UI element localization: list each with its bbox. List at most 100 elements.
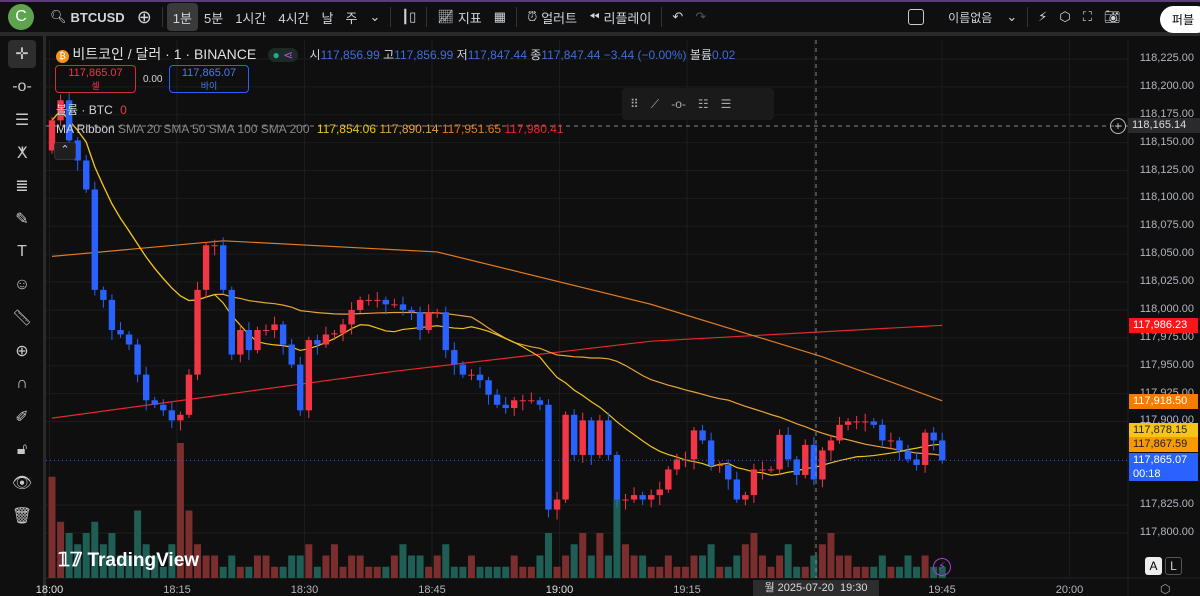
candle-body: [117, 330, 124, 335]
volume-bar: [262, 555, 270, 578]
candle-body: [793, 459, 800, 476]
sma200-line: [51, 324, 943, 419]
delete-tool[interactable]: 🗑︎: [8, 502, 36, 530]
indicators-button[interactable]: 📈︎ 지표: [431, 3, 487, 31]
volume-bar: [236, 566, 244, 578]
text-icon: T: [17, 243, 27, 260]
emoji-tool[interactable]: ☺: [8, 271, 36, 299]
interval-1m[interactable]: 1분: [166, 3, 198, 31]
alert-button[interactable]: ⏰︎ 얼러트: [521, 3, 583, 31]
screenshot-button[interactable]: 📷︎: [1098, 3, 1127, 31]
volume-legend[interactable]: 볼륨 · BTC 0: [56, 101, 127, 118]
fib-tool[interactable]: ≣: [8, 172, 36, 200]
candle-body: [562, 414, 569, 500]
fullscreen-button[interactable]: ⛶: [1077, 3, 1098, 31]
volume-bar: [767, 566, 775, 578]
volume-bar: [553, 566, 561, 578]
sell-button[interactable]: 117,865.07 셀: [55, 65, 136, 93]
symbol-title[interactable]: 비트코인 / 달러 · 1 · BINANCE: [72, 46, 257, 62]
interval-5m[interactable]: 5분: [203, 10, 224, 26]
quick-search-button[interactable]: ⚡︎: [1032, 3, 1053, 31]
publish-button[interactable]: 퍼블: [1159, 6, 1200, 33]
redo-button[interactable]: ↷: [689, 3, 712, 31]
templates-button[interactable]: ▦: [488, 3, 512, 31]
volume-bar: [604, 555, 612, 578]
candle-body: [134, 344, 141, 375]
interval-4h[interactable]: 4시간: [278, 10, 310, 26]
candle-body: [279, 324, 287, 345]
symbol-legend: ₿ 비트코인 / 달러 · 1 · BINANCE ● ⋖ 시117,856.9…: [56, 44, 735, 64]
brush-tool[interactable]: ✎: [8, 205, 36, 233]
low-value: 117,847.44: [467, 48, 527, 62]
auto-scale-button[interactable]: A: [1145, 557, 1162, 575]
axis-settings-icon[interactable]: ⬡: [1160, 582, 1171, 596]
interval-dropdown[interactable]: ⌄: [363, 3, 386, 31]
crosshair-price-add-button[interactable]: +: [1110, 118, 1126, 134]
text-tool[interactable]: T: [8, 238, 36, 266]
candle-body: [887, 440, 895, 442]
buy-button[interactable]: 117,865.07 바이: [169, 65, 249, 93]
candle-body: [228, 289, 235, 355]
zoom-tool[interactable]: ⊕: [8, 337, 36, 365]
search-icon: 🔍︎: [50, 9, 67, 24]
candle-body: [374, 299, 381, 301]
volume-bar: [784, 544, 792, 578]
layout-checkbox[interactable]: [902, 3, 930, 31]
volume-bar: [65, 533, 73, 578]
candle-body: [74, 140, 81, 161]
candle-body: [220, 245, 227, 290]
price-chart[interactable]: [46, 36, 1200, 596]
interval-day[interactable]: 날: [321, 10, 334, 26]
volume-bar: [596, 533, 604, 578]
settings-button[interactable]: ⬡: [1053, 3, 1076, 31]
magnet-tool[interactable]: ∩: [8, 370, 36, 398]
trend-line-icon[interactable]: ⟋: [650, 96, 660, 111]
volume-bar: [82, 533, 90, 578]
tradingview-logo[interactable]: 𝟙𝟟 TradingView: [58, 549, 199, 572]
alert-label: 얼러트: [541, 10, 578, 26]
candle-body: [921, 432, 929, 465]
pattern-tool[interactable]: ⵅ: [8, 139, 36, 167]
profile-avatar[interactable]: C: [8, 4, 34, 30]
ruler-tool[interactable]: 📏︎: [8, 304, 36, 332]
candle-body: [108, 299, 116, 331]
time-tick-label: 18:00: [35, 584, 64, 596]
log-scale-button[interactable]: L: [1165, 557, 1182, 575]
time-tick-label: 20:00: [1055, 584, 1084, 596]
volume-bar: [544, 533, 552, 578]
interval-week[interactable]: 주: [345, 10, 358, 26]
horizontal-ray-icon[interactable]: -o-: [671, 97, 686, 111]
volume-bar: [519, 566, 527, 578]
undo-button[interactable]: ↶: [666, 3, 689, 31]
ma-ribbon-legend[interactable]: MA Ribbon SMA 20 SMA 50 SMA 100 SMA 200 …: [56, 122, 564, 136]
lock-drawing-tool[interactable]: ✐: [8, 403, 36, 431]
crosshair-tool[interactable]: ✛: [8, 40, 36, 68]
interval-1h[interactable]: 1시간: [235, 10, 267, 26]
lightning-alert-button[interactable]: ⚡︎: [933, 558, 951, 576]
add-symbol-button[interactable]: ⊕: [131, 3, 158, 31]
brush-icon: ✎: [15, 211, 29, 228]
volume-bar: [502, 566, 510, 578]
sma200-value: 117,980.41: [504, 122, 564, 136]
collapse-legend-button[interactable]: ⌃: [54, 142, 76, 160]
parallel-channel-icon[interactable]: ☷: [697, 97, 709, 111]
chart-type-button[interactable]: ┃▯: [395, 3, 422, 31]
lock-tool[interactable]: 🔓︎: [8, 436, 36, 464]
price-tick-label: 117,975.00: [1139, 330, 1194, 343]
drag-handle-icon[interactable]: ⠿: [630, 97, 639, 111]
candle-body: [896, 440, 903, 451]
price-badge: 117,865.07 00:18: [1129, 453, 1198, 481]
channel-tool[interactable]: ☰: [8, 106, 36, 134]
regression-icon[interactable]: ☰: [720, 97, 732, 111]
volume-bar: [271, 566, 279, 578]
open-value: 117,856.99: [320, 48, 380, 62]
replay-button[interactable]: ⏪︎ 리플레이: [583, 3, 657, 31]
hide-tool[interactable]: 👁︎: [8, 469, 36, 497]
candle-body: [784, 434, 792, 460]
layout-name-dropdown[interactable]: 이름없음 ⌄: [942, 3, 1023, 31]
volume-bar: [159, 566, 167, 578]
symbol-search[interactable]: 🔍︎ BTCUSD: [44, 3, 131, 31]
candle-body: [810, 444, 818, 480]
replay-label: 리플레이: [603, 10, 652, 26]
horizontal-line-tool[interactable]: -o-: [8, 73, 36, 101]
